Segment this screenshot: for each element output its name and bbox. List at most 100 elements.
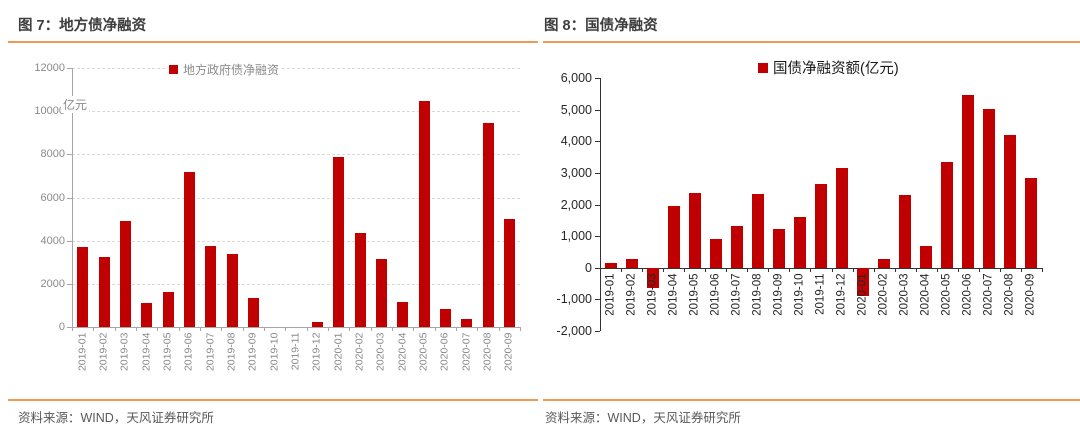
x-label-2019-11: 2019-11 — [814, 273, 827, 315]
x-label-2019-07: 2019-07 — [204, 332, 217, 372]
x-axis-tick — [136, 327, 137, 331]
bar-2020-05 — [941, 161, 954, 268]
gridline — [72, 154, 520, 156]
x-axis-tick — [285, 327, 287, 331]
x-label-2020-05: 2020-05 — [417, 332, 430, 372]
bar-2020-06 — [439, 309, 451, 327]
figure7-title: 图 7：地方债净融资 — [18, 18, 147, 34]
y-axis-tick — [595, 172, 600, 174]
x-label-2019-05: 2019-05 — [688, 273, 701, 316]
y-axis-tick — [595, 331, 600, 332]
y-tick-label: 8000 — [40, 148, 65, 161]
x-label-2020-08: 2020-08 — [1003, 273, 1016, 316]
figure8-source-note: 资料来源：WIND，天风证券研究所 — [545, 411, 741, 425]
x-axis-line — [600, 267, 1042, 269]
bar-2019-02 — [625, 258, 638, 268]
bar-2020-07 — [461, 318, 473, 327]
y-tick-label: 3,000 — [560, 165, 592, 180]
x-axis-tick — [831, 267, 833, 272]
x-axis-tick — [1042, 267, 1043, 272]
x-axis-tick — [264, 327, 265, 331]
x-axis-tick — [810, 267, 812, 272]
bar-2019-08 — [226, 253, 238, 327]
bar-2019-11 — [815, 183, 827, 268]
x-axis-tick — [915, 267, 917, 272]
x-axis-tick — [705, 267, 707, 272]
x-axis-tick — [873, 267, 875, 272]
x-label-2019-08: 2019-08 — [225, 332, 238, 372]
y-axis-tick — [595, 267, 600, 269]
bar-2019-07 — [205, 246, 217, 327]
x-label-2019-09: 2019-09 — [246, 332, 259, 372]
x-axis-tick — [642, 267, 644, 272]
bar-2020-07 — [983, 108, 996, 268]
x-label-2020-02: 2020-02 — [877, 273, 890, 316]
x-axis-tick — [306, 327, 308, 331]
gridline — [72, 283, 520, 285]
bar-2020-09 — [1025, 177, 1038, 268]
x-axis-tick — [978, 267, 980, 272]
x-axis-tick — [621, 267, 623, 272]
y-axis-tick — [67, 240, 72, 242]
y-tick-label: 4,000 — [560, 134, 592, 149]
y-axis-tick — [595, 141, 600, 143]
x-axis-tick — [747, 267, 749, 272]
bar-2019-09 — [772, 229, 785, 268]
x-label-2019-04: 2019-04 — [140, 332, 153, 372]
gridline — [72, 197, 520, 199]
y-axis-tick — [67, 283, 72, 285]
bar-2020-02 — [354, 232, 366, 327]
x-axis-tick — [477, 327, 479, 331]
x-label-2019-11: 2019-11 — [289, 332, 302, 371]
bar-2019-04 — [141, 303, 153, 327]
bar-2019-01 — [604, 263, 617, 268]
x-axis-tick — [999, 267, 1001, 272]
legend-swatch-red — [169, 65, 178, 74]
x-label-2019-02: 2019-02 — [97, 332, 110, 372]
x-axis-tick — [957, 267, 959, 272]
bar-2020-04 — [920, 245, 933, 268]
y-tick-label: 2000 — [40, 277, 65, 290]
x-label-2019-09: 2019-09 — [772, 273, 785, 316]
x-axis-tick — [178, 327, 180, 331]
x-label-2020-01: 2020-01 — [856, 273, 869, 316]
x-axis-tick — [726, 267, 728, 272]
x-axis-tick — [221, 327, 223, 331]
bar-2019-09 — [247, 297, 259, 327]
bar-2020-06 — [962, 94, 975, 268]
x-label-2019-02: 2019-02 — [625, 273, 638, 316]
bar-2019-05 — [162, 291, 174, 327]
y-tick-label: 10000 — [34, 105, 65, 118]
x-label-2019-03: 2019-03 — [118, 332, 131, 372]
x-axis-tick — [434, 327, 436, 331]
x-axis-tick — [936, 267, 938, 272]
x-axis-tick — [852, 267, 854, 272]
figure7-legend-label: 地方政府债净融资 — [183, 63, 280, 77]
bar-2020-05 — [418, 100, 430, 327]
x-axis-tick — [72, 327, 73, 331]
bar-2020-09 — [503, 219, 515, 327]
y-tick-label: 0 — [585, 260, 592, 275]
bar-2019-03 — [119, 221, 131, 327]
x-label-2019-12: 2019-12 — [835, 273, 848, 316]
y-axis-line — [600, 78, 601, 331]
x-axis-tick — [349, 327, 351, 331]
bar-2019-06 — [709, 239, 722, 268]
x-label-2020-03: 2020-03 — [374, 332, 387, 372]
figure7-title-underline — [8, 41, 538, 43]
bar-2019-04 — [667, 206, 680, 268]
y-tick-label: 6,000 — [560, 71, 592, 85]
x-axis-tick — [157, 327, 159, 331]
x-label-2020-04: 2020-04 — [396, 332, 409, 372]
x-label-2019-06: 2019-06 — [709, 273, 722, 316]
x-axis-tick — [413, 327, 415, 331]
figure8-panel: 图 8：国债净融资 国债净融资额(亿元) -2,000 -1,000 0 1,000 2… — [543, 0, 1080, 438]
y-axis-tick — [67, 68, 72, 69]
x-label-2019-03: 2019-03 — [646, 273, 659, 316]
x-label-2020-05: 2020-05 — [940, 273, 953, 316]
y-tick-label: 0 — [58, 321, 65, 333]
y-tick-label: 1,000 — [560, 229, 592, 244]
figure8-footer-divider — [543, 399, 1080, 401]
bar-2020-01 — [333, 157, 345, 327]
